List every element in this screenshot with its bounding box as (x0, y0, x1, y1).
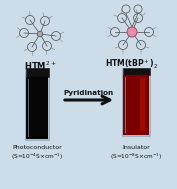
Bar (26, 77, 48, 139)
Bar (123, 75, 149, 135)
Bar (140, 78, 145, 131)
Bar (25, 68, 48, 77)
Text: (S=10$^{-4}$S×cm$^{-1}$): (S=10$^{-4}$S×cm$^{-1}$) (11, 152, 63, 162)
Bar (25, 68, 49, 140)
Text: Insulator: Insulator (122, 145, 150, 150)
Text: Pyridination: Pyridination (64, 90, 114, 96)
Circle shape (37, 31, 43, 37)
Text: (S=10$^{-8}$S×cm$^{-1}$): (S=10$^{-8}$S×cm$^{-1}$) (110, 152, 162, 162)
Bar (122, 68, 150, 75)
Text: HTM$^{2+}$: HTM$^{2+}$ (24, 60, 56, 72)
Bar (27, 79, 29, 137)
Circle shape (127, 27, 137, 37)
Bar (124, 77, 126, 133)
Text: Photoconductor: Photoconductor (12, 145, 62, 150)
Text: HTM(tBP$^+$)$_2$: HTM(tBP$^+$)$_2$ (105, 57, 159, 71)
Bar (122, 68, 150, 136)
